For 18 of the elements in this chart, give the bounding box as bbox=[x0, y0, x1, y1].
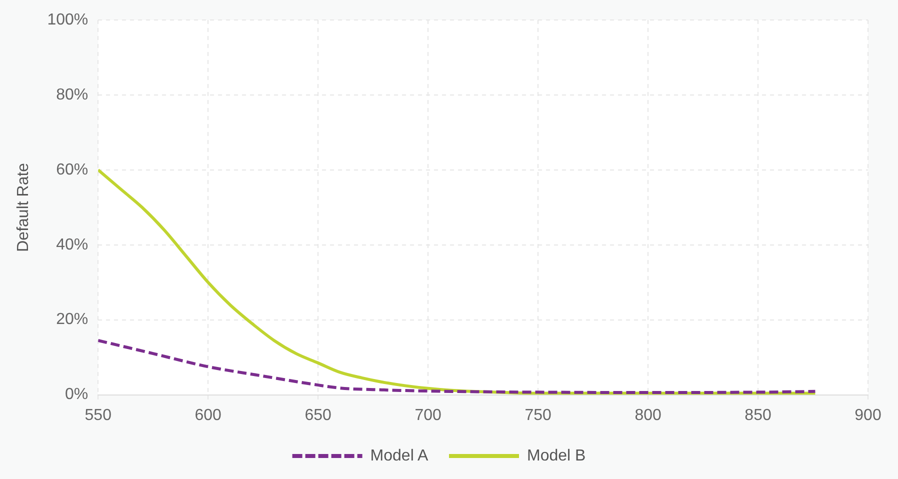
y-tick-label: 100% bbox=[47, 11, 88, 28]
x-tick-label: 750 bbox=[524, 406, 552, 424]
x-tick-label: 850 bbox=[744, 406, 772, 424]
y-tick-label: 80% bbox=[56, 86, 88, 104]
x-tick-label: 550 bbox=[84, 406, 112, 424]
legend-label: Model B bbox=[527, 447, 586, 464]
y-tick-label: 40% bbox=[56, 236, 88, 254]
x-tick-label: 900 bbox=[854, 406, 882, 424]
x-tick-label: 800 bbox=[634, 406, 662, 424]
x-tick-label: 600 bbox=[194, 406, 222, 424]
x-tick-label: 650 bbox=[304, 406, 332, 424]
x-tick-label: 700 bbox=[414, 406, 442, 424]
y-tick-label: 0% bbox=[64, 386, 88, 404]
line-series bbox=[98, 338, 817, 394]
y-tick-label: 20% bbox=[56, 311, 88, 328]
y-tick-label: 60% bbox=[56, 161, 88, 178]
legend-label: Model A bbox=[370, 447, 428, 464]
y-axis-title: Default Rate bbox=[15, 162, 32, 252]
